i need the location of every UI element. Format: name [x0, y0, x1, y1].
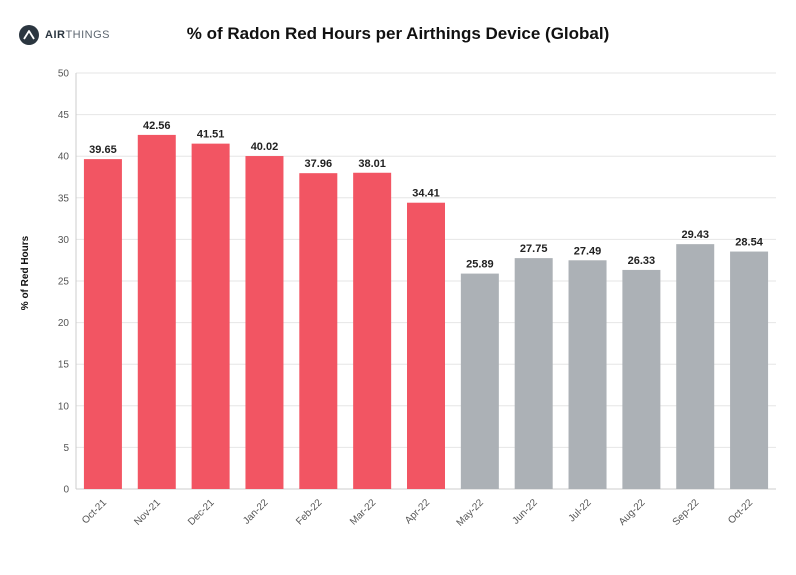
- airthings-logo-icon: [19, 25, 39, 45]
- y-tick-label: 5: [63, 443, 69, 454]
- x-tick-label: Oct-21: [80, 497, 109, 526]
- data-label: 42.56: [143, 120, 171, 132]
- x-tick-label: Dec-21: [186, 497, 217, 528]
- logo-wordmark-suffix: THINGS: [65, 29, 111, 41]
- data-label: 39.65: [89, 144, 117, 156]
- data-label: 26.33: [628, 255, 656, 267]
- logo-wordmark-prefix: AIR: [45, 29, 66, 41]
- bar: [514, 258, 553, 489]
- x-tick-label: Aug-22: [617, 497, 648, 528]
- x-tick-label: Jan-22: [241, 497, 271, 527]
- bars: [83, 134, 769, 490]
- y-tick-label: 20: [58, 318, 70, 329]
- x-tick-label: Nov-21: [132, 497, 163, 528]
- bar: [407, 202, 445, 489]
- x-tick-label: Sep-22: [671, 497, 702, 528]
- y-tick-label: 25: [58, 277, 70, 288]
- chart-title: % of Radon Red Hours per Airthings Devic…: [186, 24, 610, 43]
- x-tick-label: May-22: [455, 497, 487, 529]
- data-label: 40.02: [251, 141, 279, 153]
- y-tick-label: 40: [58, 152, 70, 163]
- data-label: 25.89: [466, 259, 494, 271]
- bar: [676, 244, 715, 489]
- y-tick-label: 15: [58, 360, 70, 371]
- bar: [353, 172, 392, 489]
- data-labels: 39.65 42.56 41.51 40.02 37.96 38.01 34.41 25.89…: [89, 120, 764, 271]
- airthings-logo: AIRTHINGS: [18, 24, 110, 46]
- y-tick-label: 30: [58, 235, 70, 246]
- logo-wordmark: AIRTHINGS: [45, 29, 110, 41]
- x-tick-label: Jun-22: [510, 497, 540, 527]
- data-label: 27.49: [574, 245, 602, 257]
- data-label: 27.75: [520, 243, 548, 255]
- data-label: 41.51: [197, 129, 225, 141]
- data-label: 29.43: [681, 229, 709, 241]
- bar: [191, 143, 230, 490]
- x-tick-label: Oct-22: [726, 497, 755, 526]
- data-label: 34.41: [412, 188, 440, 200]
- x-tick-label: Feb-22: [294, 497, 324, 527]
- bar: [622, 269, 661, 489]
- y-tick-label: 50: [58, 69, 70, 80]
- x-tick-label: Jul-22: [567, 497, 594, 524]
- bar: [83, 159, 122, 489]
- y-axis-title: % of Red Hours: [20, 235, 31, 310]
- data-label: 28.54: [735, 237, 763, 249]
- bar: [245, 156, 284, 489]
- y-tick-label: 35: [58, 193, 70, 204]
- x-tick-label: Mar-22: [348, 497, 378, 527]
- y-tick-label: 0: [63, 485, 69, 496]
- y-tick-label: 45: [58, 110, 70, 121]
- data-label: 37.96: [305, 158, 333, 170]
- bar: [460, 273, 499, 489]
- x-tick-label: Apr-22: [403, 497, 432, 526]
- bar: [730, 251, 769, 489]
- bar: [568, 260, 607, 489]
- data-label: 38.01: [358, 158, 386, 170]
- bar: [299, 173, 338, 490]
- y-tick-label: 10: [58, 401, 70, 412]
- bar: [137, 134, 176, 489]
